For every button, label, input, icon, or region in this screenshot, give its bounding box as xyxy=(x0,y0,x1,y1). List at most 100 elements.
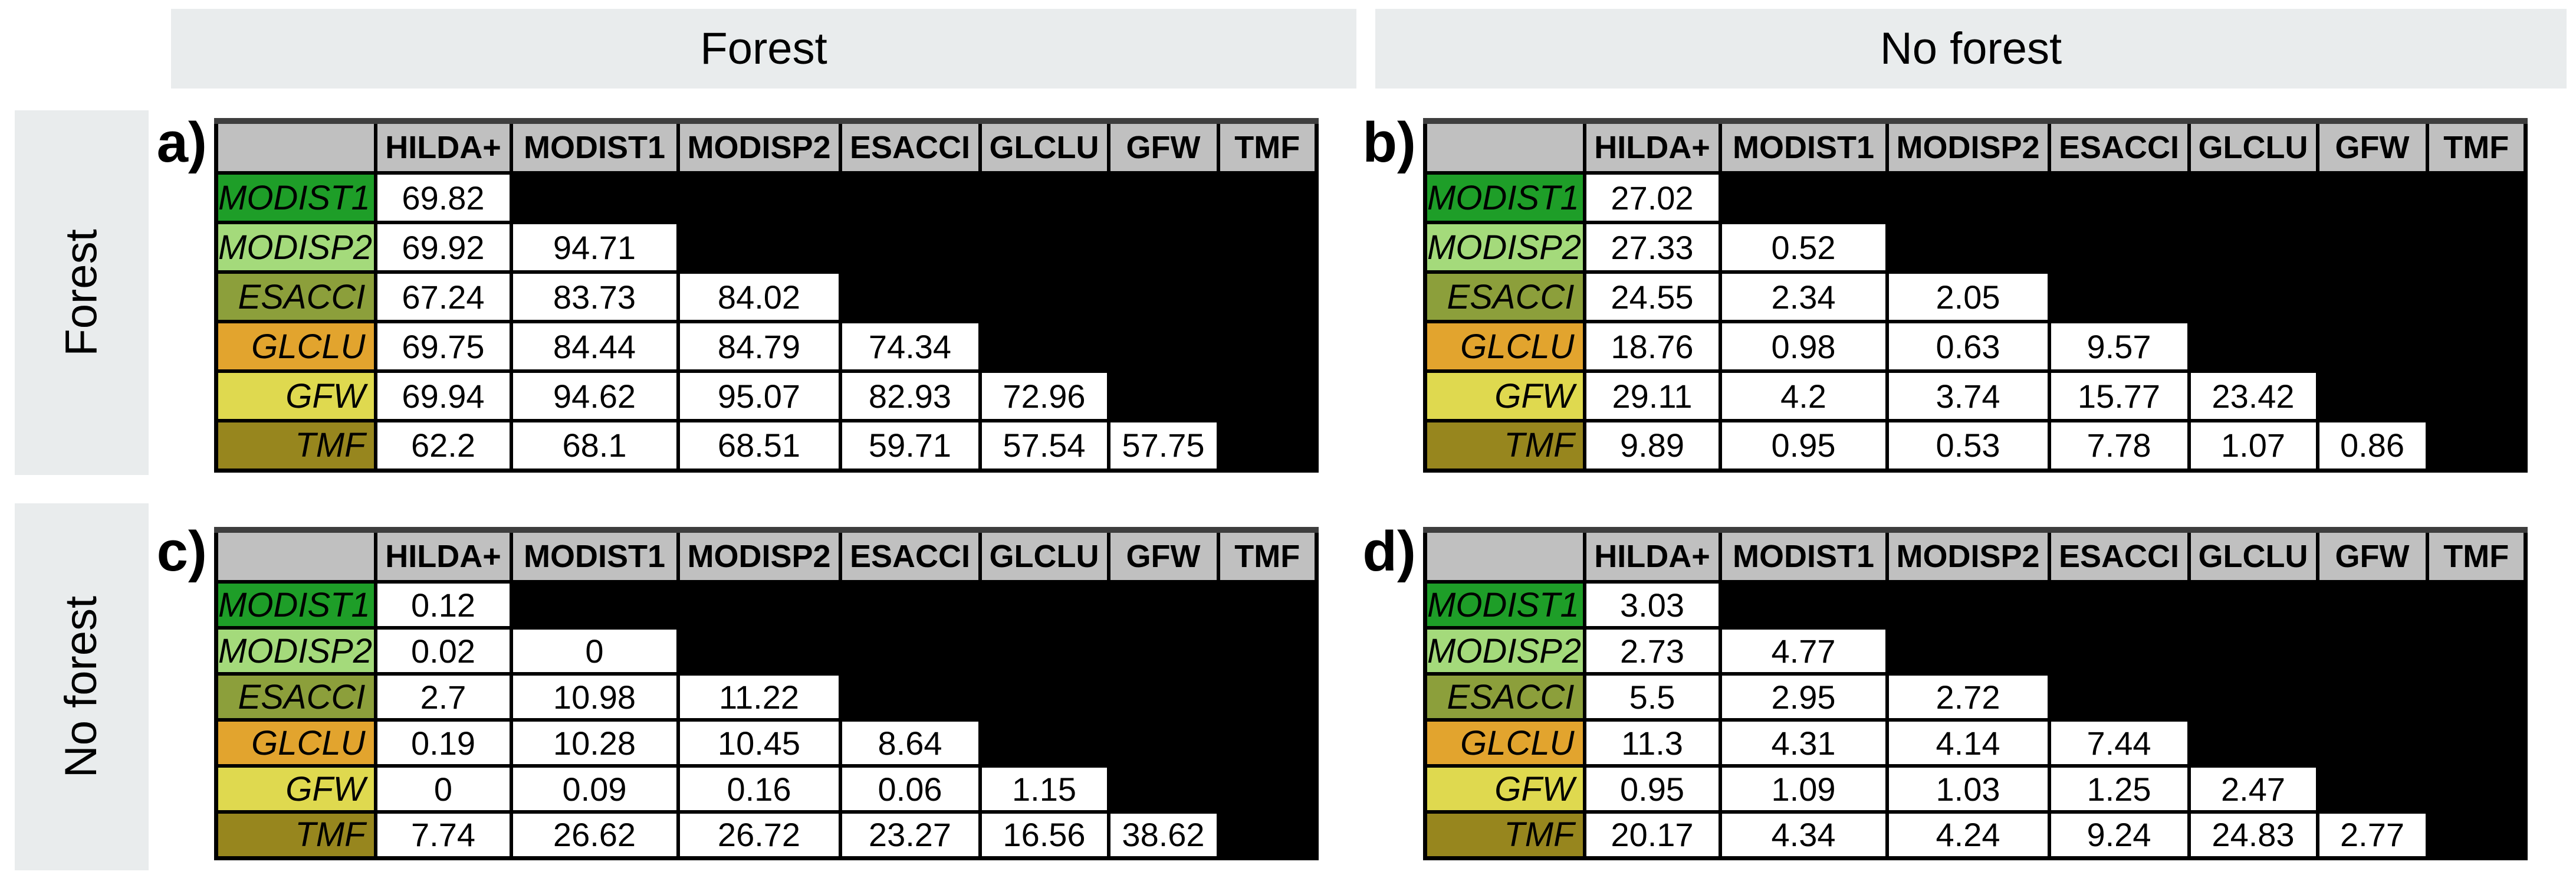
matrix-corner-cell xyxy=(1423,119,1586,175)
value-cell-c-gfw-modist1: 0.09 xyxy=(509,764,680,814)
value-cell-d-gfw-glclu: 2.47 xyxy=(2187,764,2319,814)
value-cell-b-modisp2-modist1: 0.52 xyxy=(1718,221,1889,274)
value-cell-d-modisp2-hildaplus: 2.73 xyxy=(1582,626,1722,676)
column-header-modist1: MODIST1 xyxy=(509,119,680,175)
row-header-gfw: GFW xyxy=(1423,764,1586,814)
column-header-modisp2: MODISP2 xyxy=(676,119,842,175)
value-cell-b-tmf-modisp2: 0.53 xyxy=(1885,419,2051,472)
row-header-modisp2: MODISP2 xyxy=(214,221,377,274)
row-header-modist1: MODIST1 xyxy=(214,171,377,224)
empty-cell xyxy=(1216,764,1319,814)
column-header-glclu: GLCLU xyxy=(978,528,1110,584)
empty-cell xyxy=(2315,626,2429,676)
panel-label-a: a) xyxy=(156,111,207,174)
value-cell-a-gfw-modisp2: 95.07 xyxy=(676,369,842,422)
value-cell-c-gfw-hildaplus: 0 xyxy=(373,764,513,814)
value-cell-c-esacci-hildaplus: 2.7 xyxy=(373,672,513,722)
no-forest-row-group-label: No forest xyxy=(56,595,107,778)
value-cell-c-esacci-modist1: 10.98 xyxy=(509,672,680,722)
value-cell-a-glclu-modist1: 84.44 xyxy=(509,320,680,373)
empty-cell xyxy=(2315,320,2429,373)
row-header-modist1: MODIST1 xyxy=(1423,171,1586,224)
value-cell-b-gfw-esacci: 15.77 xyxy=(2047,369,2191,422)
value-cell-b-tmf-modist1: 0.95 xyxy=(1718,419,1889,472)
no-forest-row-group-banner: No forest xyxy=(15,503,149,870)
value-cell-b-tmf-glclu: 1.07 xyxy=(2187,419,2319,472)
column-header-tmf: TMF xyxy=(2425,119,2528,175)
empty-cell xyxy=(2315,718,2429,768)
empty-cell xyxy=(2187,718,2319,768)
empty-cell xyxy=(2425,171,2528,224)
empty-cell xyxy=(978,718,1110,768)
empty-cell xyxy=(838,672,982,722)
column-header-glclu: GLCLU xyxy=(2187,119,2319,175)
empty-cell xyxy=(676,626,842,676)
value-cell-c-glclu-modisp2: 10.45 xyxy=(676,718,842,768)
column-header-esacci: ESACCI xyxy=(838,119,982,175)
value-cell-d-glclu-esacci: 7.44 xyxy=(2047,718,2191,768)
empty-cell xyxy=(1106,626,1220,676)
empty-cell xyxy=(2187,580,2319,630)
value-cell-d-gfw-modist1: 1.09 xyxy=(1718,764,1889,814)
empty-cell xyxy=(978,320,1110,373)
empty-cell xyxy=(978,672,1110,722)
value-cell-a-tmf-modisp2: 68.51 xyxy=(676,419,842,472)
value-cell-d-modisp2-modist1: 4.77 xyxy=(1718,626,1889,676)
row-header-glclu: GLCLU xyxy=(1423,718,1586,768)
row-header-modist1: MODIST1 xyxy=(214,580,377,630)
value-cell-c-glclu-hildaplus: 0.19 xyxy=(373,718,513,768)
empty-cell xyxy=(2047,171,2191,224)
empty-cell xyxy=(2047,672,2191,722)
row-header-modist1: MODIST1 xyxy=(1423,580,1586,630)
row-header-tmf: TMF xyxy=(1423,419,1586,472)
value-cell-b-glclu-esacci: 9.57 xyxy=(2047,320,2191,373)
empty-cell xyxy=(2425,764,2528,814)
row-header-esacci: ESACCI xyxy=(1423,672,1586,722)
empty-cell xyxy=(838,171,982,224)
empty-cell xyxy=(2187,320,2319,373)
empty-cell xyxy=(2425,580,2528,630)
value-cell-b-gfw-modisp2: 3.74 xyxy=(1885,369,2051,422)
empty-cell xyxy=(1106,580,1220,630)
empty-cell xyxy=(1216,369,1319,422)
column-header-tmf: TMF xyxy=(1216,528,1319,584)
value-cell-a-tmf-gfw: 57.75 xyxy=(1106,419,1220,472)
value-cell-a-glclu-modisp2: 84.79 xyxy=(676,320,842,373)
value-cell-a-gfw-hildaplus: 69.94 xyxy=(373,369,513,422)
column-header-gfw: GFW xyxy=(2315,528,2429,584)
empty-cell xyxy=(1216,626,1319,676)
row-header-modisp2: MODISP2 xyxy=(214,626,377,676)
empty-cell xyxy=(1885,626,2051,676)
empty-cell xyxy=(2315,580,2429,630)
matrix-corner-cell xyxy=(1423,528,1586,584)
value-cell-b-glclu-modisp2: 0.63 xyxy=(1885,320,2051,373)
column-header-hildaplus: HILDA+ xyxy=(1582,528,1722,584)
empty-cell xyxy=(838,580,982,630)
empty-cell xyxy=(978,626,1110,676)
value-cell-c-glclu-esacci: 8.64 xyxy=(838,718,982,768)
empty-cell xyxy=(1106,320,1220,373)
empty-cell xyxy=(2425,221,2528,274)
value-cell-a-esacci-modisp2: 84.02 xyxy=(676,270,842,323)
no-forest-column-group-banner: No forest xyxy=(1375,9,2567,89)
empty-cell xyxy=(1718,171,1889,224)
value-cell-a-esacci-modist1: 83.73 xyxy=(509,270,680,323)
value-cell-d-gfw-hildaplus: 0.95 xyxy=(1582,764,1722,814)
value-cell-c-tmf-hildaplus: 7.74 xyxy=(373,810,513,860)
empty-cell xyxy=(2047,221,2191,274)
empty-cell xyxy=(2315,171,2429,224)
empty-cell xyxy=(1106,171,1220,224)
value-cell-b-glclu-hildaplus: 18.76 xyxy=(1582,320,1722,373)
value-cell-d-esacci-hildaplus: 5.5 xyxy=(1582,672,1722,722)
value-cell-a-gfw-esacci: 82.93 xyxy=(838,369,982,422)
value-cell-b-esacci-modist1: 2.34 xyxy=(1718,270,1889,323)
value-cell-c-tmf-glclu: 16.56 xyxy=(978,810,1110,860)
column-header-esacci: ESACCI xyxy=(2047,528,2191,584)
empty-cell xyxy=(2315,369,2429,422)
value-cell-a-gfw-glclu: 72.96 xyxy=(978,369,1110,422)
value-cell-c-glclu-modist1: 10.28 xyxy=(509,718,680,768)
forest-row-group-banner: Forest xyxy=(15,110,149,475)
empty-cell xyxy=(1216,810,1319,860)
panel-d-noforest-noforest: d) HILDA+ MODIST1 MODISP2 ESACCI GLCLU GFW TMF… xyxy=(1362,523,2528,860)
value-cell-a-modist1-hildaplus: 69.82 xyxy=(373,171,513,224)
